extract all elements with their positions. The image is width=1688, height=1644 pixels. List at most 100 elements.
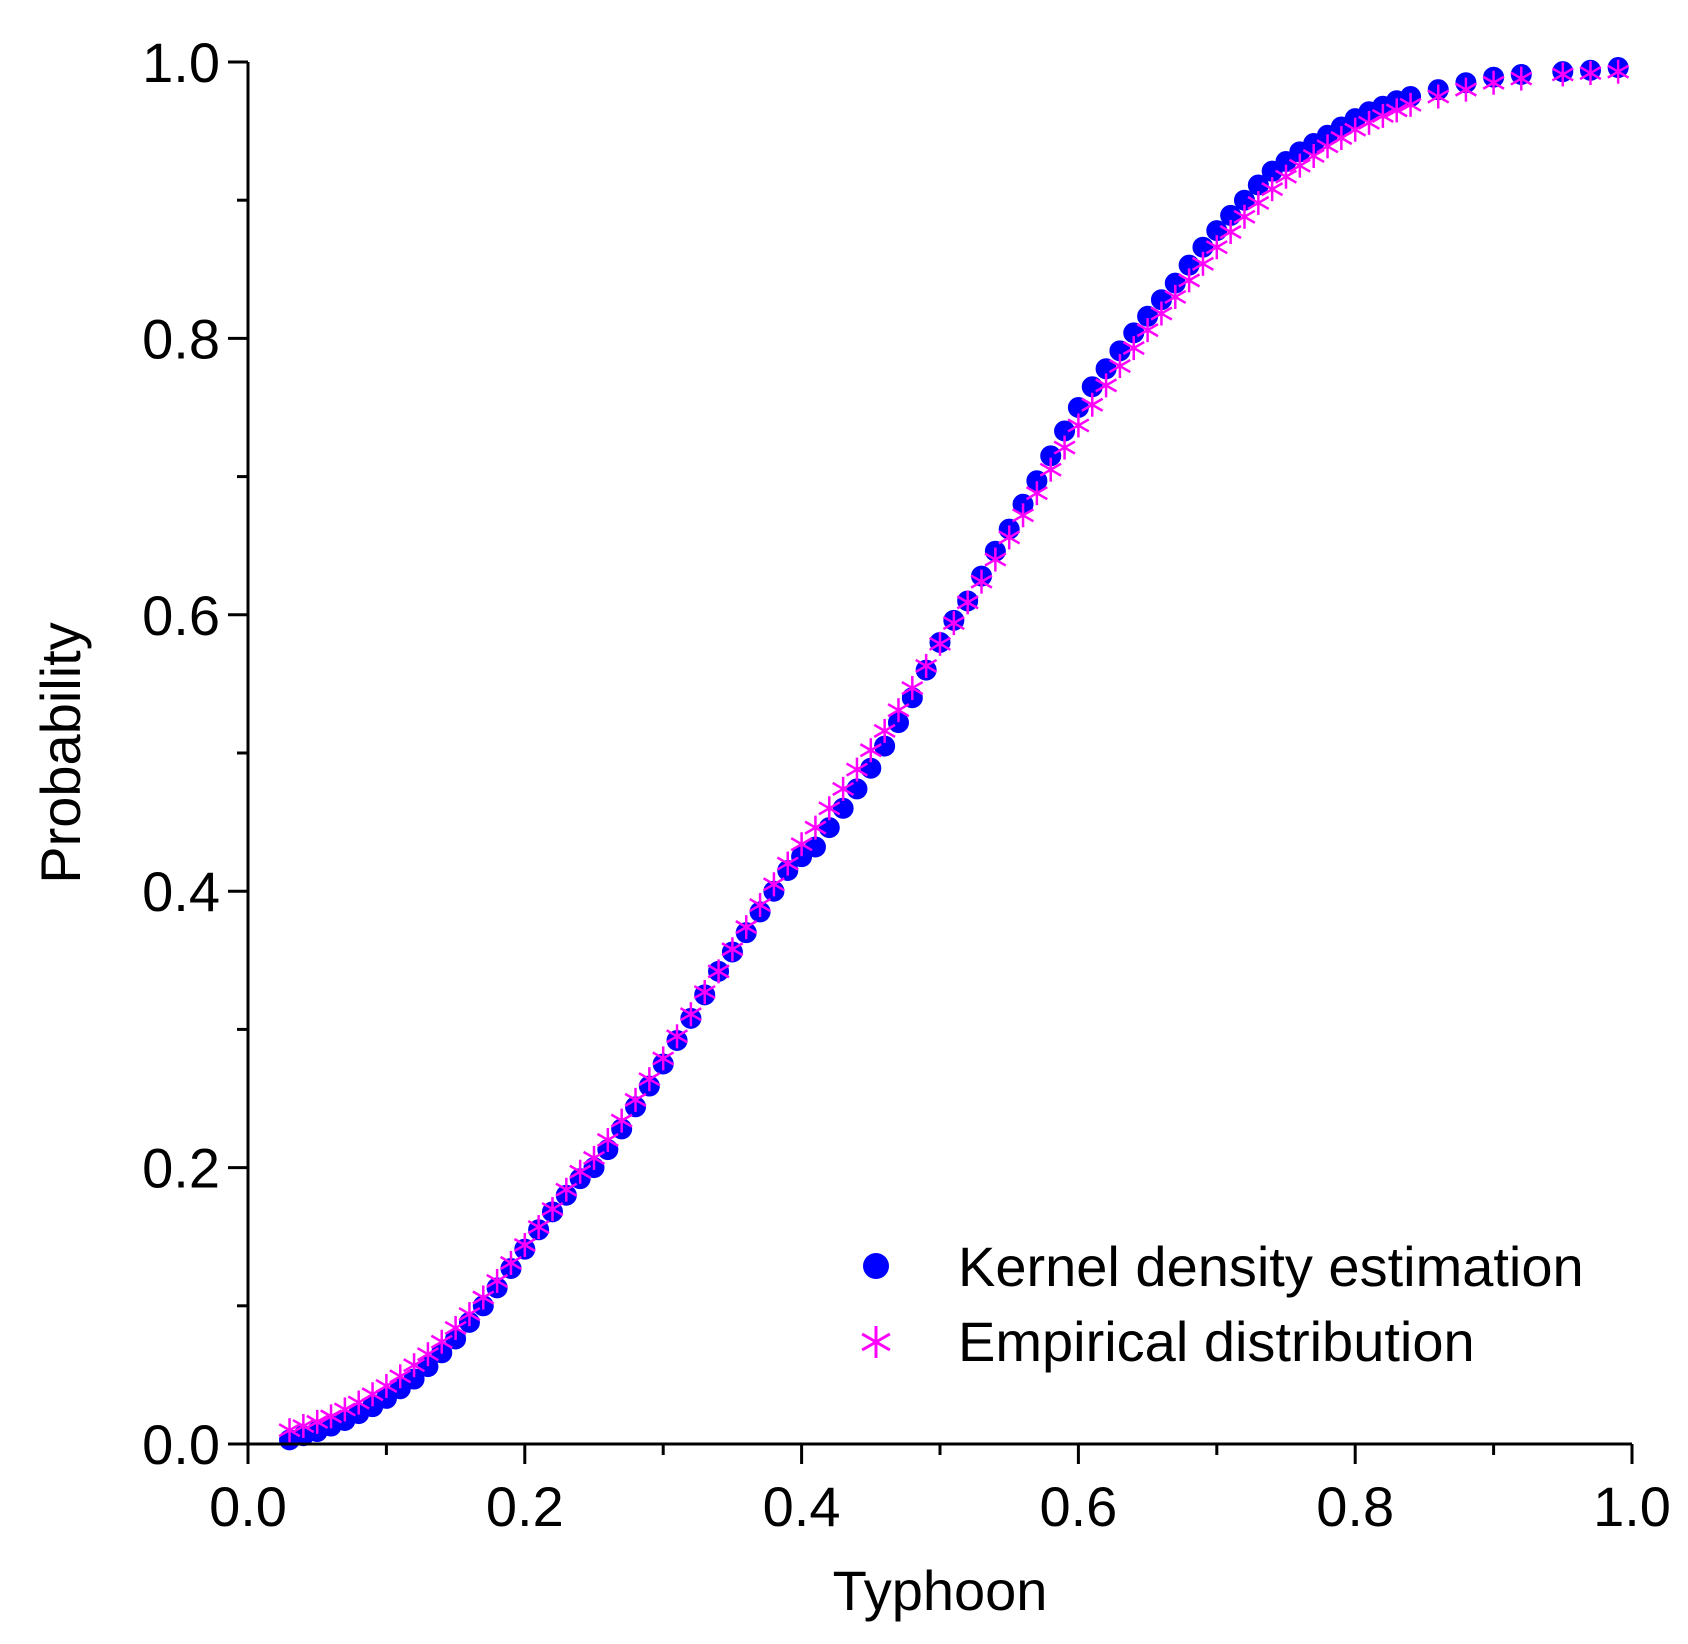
empirical-point (499, 1250, 522, 1275)
empirical-point (1067, 413, 1090, 438)
empirical-point (956, 590, 979, 615)
x-tick-label: 0.2 (486, 1475, 564, 1538)
empirical-point (1053, 435, 1076, 460)
empirical-point (915, 653, 938, 678)
x-tick-label: 0.4 (763, 1475, 841, 1538)
x-tick-label: 0.6 (1039, 1475, 1117, 1538)
empirical-point (652, 1046, 675, 1071)
x-tick-label: 0.0 (209, 1475, 287, 1538)
empirical-point (582, 1145, 606, 1170)
empirical-point (1385, 98, 1408, 123)
y-tick-label: 0.2 (142, 1137, 220, 1200)
y-tick-label: 0.0 (142, 1413, 220, 1476)
empirical-point (416, 1342, 439, 1367)
empirical-point (1095, 373, 1118, 398)
series-empirical-distribution (278, 59, 1630, 1443)
empirical-point (1136, 318, 1159, 343)
empirical-point (472, 1285, 495, 1310)
y-tick-label: 1.0 (142, 31, 220, 94)
legend: Kernel density estimation Empirical dist… (861, 1235, 1584, 1373)
empirical-point (1081, 392, 1104, 417)
empirical-point (721, 937, 744, 962)
empirical-point (804, 815, 827, 840)
empirical-point (928, 631, 952, 656)
empirical-point (1274, 164, 1298, 189)
empirical-point (887, 698, 910, 723)
empirical-point (403, 1353, 426, 1378)
empirical-point (624, 1087, 647, 1112)
empirical-point (1150, 301, 1173, 326)
empirical-point (1510, 66, 1533, 91)
axis-ticks (228, 60, 1634, 1464)
empirical-point (430, 1329, 453, 1354)
empirical-point (1302, 143, 1325, 168)
empirical-point (970, 569, 993, 594)
y-axis-title: Probability (29, 622, 92, 883)
empirical-point (984, 547, 1007, 572)
empirical-point (513, 1232, 536, 1257)
empirical-point (375, 1373, 398, 1398)
empirical-point (1122, 336, 1145, 361)
legend-marker-kernel (863, 1253, 889, 1279)
empirical-point (638, 1067, 661, 1092)
empirical-point (1579, 61, 1602, 86)
data-points (278, 57, 1630, 1451)
empirical-point (762, 872, 785, 897)
empirical-point (458, 1302, 481, 1327)
empirical-point (1288, 153, 1311, 178)
empirical-point (1427, 84, 1450, 109)
empirical-point (818, 796, 841, 821)
y-tick-label: 0.8 (142, 307, 220, 370)
empirical-point (569, 1159, 592, 1184)
empirical-point (1399, 92, 1422, 117)
empirical-point (555, 1177, 578, 1202)
legend-marker-empirical (861, 1326, 891, 1358)
empirical-point (666, 1024, 689, 1049)
empirical-point (735, 915, 758, 940)
empirical-point (1454, 77, 1477, 102)
x-axis-title: Typhoon (833, 1559, 1048, 1622)
empirical-point (610, 1108, 633, 1133)
empirical-point (1164, 284, 1187, 309)
legend-label-empirical: Empirical distribution (958, 1310, 1475, 1373)
kde-point (846, 778, 868, 800)
empirical-point (707, 959, 730, 984)
empirical-point (278, 1418, 301, 1443)
empirical-point (292, 1414, 315, 1439)
empirical-point (749, 893, 772, 918)
empirical-point (1607, 59, 1630, 84)
empirical-point (1261, 177, 1284, 202)
empirical-point (527, 1215, 550, 1240)
empirical-point (1178, 268, 1201, 293)
empirical-point (832, 776, 855, 801)
legend-label-kernel: Kernel density estimation (958, 1235, 1584, 1298)
x-tick-label: 0.8 (1316, 1475, 1394, 1538)
empirical-point (942, 611, 965, 636)
empirical-point (1108, 354, 1131, 379)
empirical-point (776, 851, 799, 876)
empirical-point (1205, 235, 1228, 260)
empirical-point (444, 1315, 467, 1340)
legend-circle-icon (863, 1253, 889, 1279)
empirical-point (1025, 481, 1048, 506)
tick-labels: 0.0 0.2 0.4 0.6 0.8 1.0 0.0 0.2 0.4 0.6 0.8 1.0 (142, 31, 1671, 1538)
empirical-point (679, 1002, 702, 1027)
empirical-point (901, 676, 924, 701)
empirical-point (389, 1364, 412, 1389)
empirical-point (1247, 190, 1270, 215)
x-tick-label: 1.0 (1593, 1475, 1671, 1538)
empirical-point (596, 1127, 619, 1152)
empirical-point (1371, 103, 1394, 128)
empirical-point (541, 1197, 564, 1222)
empirical-point (1219, 219, 1242, 244)
empirical-point (998, 525, 1021, 550)
empirical-point (790, 832, 813, 857)
empirical-point (306, 1409, 329, 1434)
empirical-point (486, 1268, 509, 1293)
y-tick-label: 0.4 (142, 860, 220, 923)
empirical-point (873, 718, 896, 743)
empirical-point (845, 757, 868, 782)
empirical-point (859, 738, 882, 763)
y-tick-label: 0.6 (142, 584, 220, 647)
